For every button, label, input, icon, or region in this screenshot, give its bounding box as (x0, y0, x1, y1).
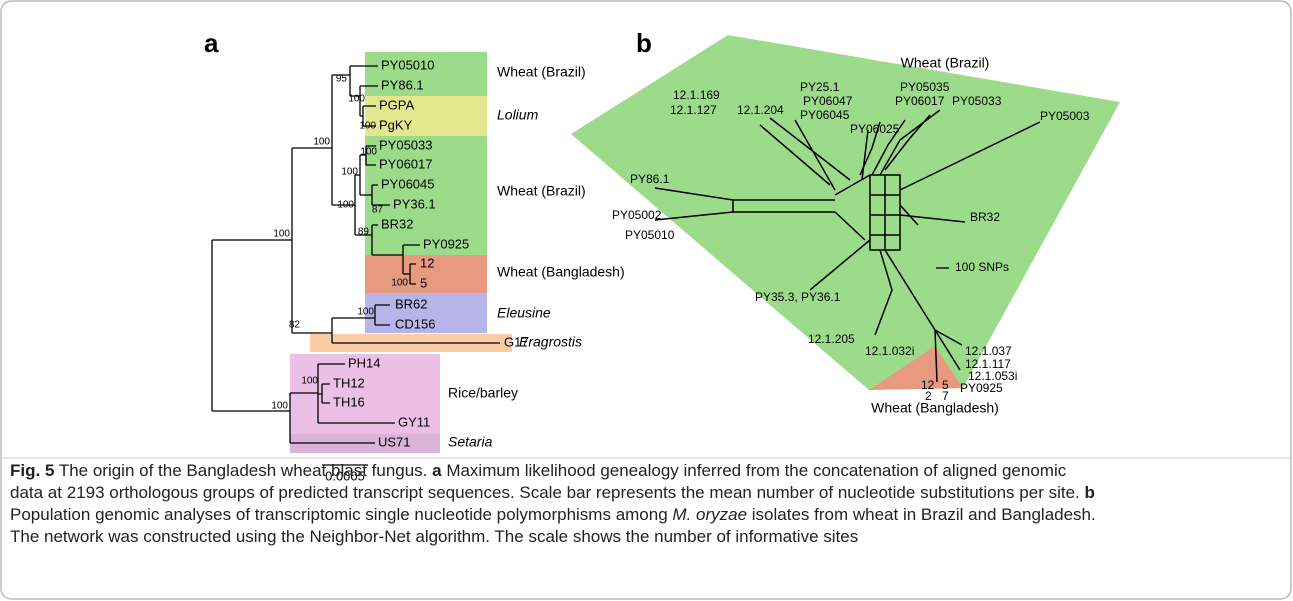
leaf-label: PY36.1 (393, 196, 436, 211)
taxon-label: PY25.1 (800, 80, 840, 94)
caption-text: Maximum likelihood genealogy inferred fr… (441, 461, 1067, 480)
group-label: Lolium (497, 107, 539, 123)
leaf-label: TH16 (333, 394, 365, 409)
taxon-label: 12.1.169 (673, 88, 720, 102)
leaf-label: PY05033 (379, 137, 433, 152)
group-label: Wheat (Bangladesh) (497, 264, 625, 280)
leaf-label: PY06045 (381, 176, 435, 191)
taxon-label: PY05035 (900, 80, 950, 94)
taxon-label: 12.1.032i (865, 344, 914, 358)
caption-text: The network was constructed using the Ne… (10, 527, 859, 546)
taxon-label: BR32 (970, 210, 1000, 224)
group-label: Wheat (Bangladesh) (871, 400, 999, 416)
leaf-label: 5 (420, 275, 427, 290)
taxon-label: 5 (942, 378, 949, 392)
network-labels: Wheat (Brazil) Wheat (Bangladesh) 12.1.1… (612, 55, 1090, 416)
leaves: PY05010 PY86.1 PGPA PgKY PY05033 PY06017… (333, 57, 529, 449)
bootstrap: 87 (372, 205, 384, 216)
taxon-label: PY06017 (895, 94, 945, 108)
group-label: Eragrostis (519, 334, 582, 350)
taxon-label: PY35.3, PY36.1 (755, 290, 841, 304)
caption-text: Fig. 5 (10, 461, 55, 480)
bootstrap: 100 (359, 121, 376, 132)
group-label: Eleusine (497, 305, 551, 321)
group-label: Setaria (448, 434, 493, 450)
leaf-label: US71 (378, 434, 411, 449)
taxon-label: 2 (925, 389, 932, 403)
taxon-label: PY06047 (803, 94, 853, 108)
bootstrap: 100 (273, 229, 290, 240)
leaf-label: 12 (420, 255, 434, 270)
taxon-label: PY05033 (952, 94, 1002, 108)
caption: Fig. 5 The origin of the Bangladesh whea… (10, 460, 1096, 548)
leaf-label: CD156 (395, 316, 435, 331)
wheat-brazil-area (571, 35, 1120, 390)
group-label: Wheat (Brazil) (497, 183, 586, 199)
network (654, 109, 1041, 383)
leaf-label: PY86.1 (381, 77, 424, 92)
caption-text: The origin of the Bangladesh wheat blast… (54, 461, 433, 480)
caption-text: Population genomic analyses of transcrip… (10, 505, 673, 524)
leaf-label: TH12 (333, 375, 365, 390)
taxon-label: 12.1.053i (968, 369, 1017, 383)
taxon-label: 12 (921, 378, 935, 392)
taxon-label: PY0925 (960, 381, 1003, 395)
bootstrap: 100 (271, 401, 288, 412)
leaf-label: PGPA (379, 97, 414, 112)
scale-label: 0.0005 (325, 468, 365, 483)
bootstrap: 100 (337, 200, 354, 211)
taxon-label: PY05003 (1040, 109, 1090, 123)
taxon-label: 12.1.204 (737, 103, 784, 117)
bootstrap: 89 (358, 227, 370, 238)
leaf-label: PH14 (348, 355, 381, 370)
taxon-label: 7 (942, 389, 949, 403)
leaf-label: PY0925 (423, 236, 469, 251)
wheat-bangladesh-area (869, 346, 963, 390)
leaf-label: G17 (504, 334, 529, 349)
caption-text: data at 2193 orthologous groups of predi… (10, 483, 1085, 502)
taxon-label: PY05010 (625, 228, 675, 242)
bootstrap: 100 (341, 167, 358, 178)
tree (211, 65, 500, 466)
taxon-label: PY06045 (800, 108, 850, 122)
bootstrap: 100 (348, 94, 365, 105)
bootstrap: 100 (301, 376, 318, 387)
group-label: Wheat (Brazil) (497, 64, 586, 80)
taxon-label: PY06025 (850, 122, 900, 136)
taxon-label: 12.1.127 (670, 103, 717, 117)
taxon-label: PY05002 (612, 208, 662, 222)
caption-text: M. oryzae (672, 505, 748, 524)
group-labels: Wheat (Brazil) Lolium Wheat (Brazil) Whe… (448, 64, 625, 450)
taxon-label: 12.1.117 (965, 357, 1011, 371)
leaf-label: PY06017 (379, 156, 433, 171)
taxon-label: 12.1.037 (965, 344, 1012, 358)
scale-label: 100 SNPs (955, 260, 1009, 274)
caption-text: isolates from wheat in Brazil and Bangla… (747, 505, 1096, 524)
panel-label: b (636, 28, 652, 58)
bootstrap: 100 (357, 307, 374, 318)
bootstrap: 82 (289, 320, 301, 331)
leaf-label: BR32 (381, 216, 414, 231)
leaf-label: PY05010 (381, 57, 435, 72)
caption-text: b (1084, 483, 1095, 502)
bootstrap: 95 (336, 74, 348, 85)
bootstrap: 100 (391, 278, 408, 289)
panel-label: a (204, 28, 219, 58)
group-label: Wheat (Brazil) (901, 55, 990, 71)
taxon-label: 12.1.205 (808, 332, 855, 346)
group-label: Rice/barley (448, 385, 518, 401)
taxon-label: PY86.1 (630, 172, 670, 186)
leaf-label: GY11 (398, 414, 430, 429)
leaf-label: BR62 (395, 296, 428, 311)
bootstraps: 100 100 82 95 100 100 100 100 100 87 89 … (271, 74, 408, 412)
bootstrap: 100 (313, 137, 330, 148)
leaf-label: PgKY (379, 117, 413, 132)
caption-text: a (432, 461, 442, 480)
bootstrap: 100 (360, 147, 377, 158)
